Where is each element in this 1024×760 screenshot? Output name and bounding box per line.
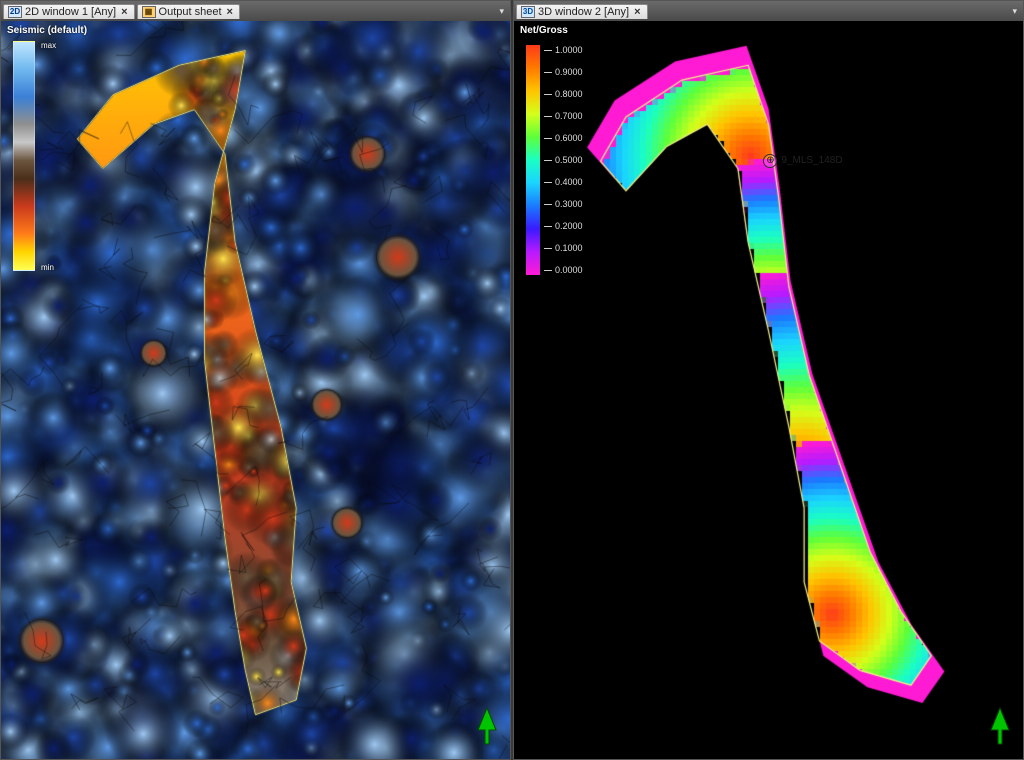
colorbar-netgross: 1.0000 0.9000 0.8000 0.7000 0.6000 0.5000 0.40… <box>526 45 583 275</box>
tab-label: 3D window 2 [Any] <box>538 6 629 18</box>
close-icon[interactable]: × <box>632 6 642 18</box>
colorbar-tick: 1.0000 <box>544 45 583 55</box>
netgross-map-canvas[interactable] <box>514 21 1023 759</box>
colorbar-bar <box>526 45 540 275</box>
tab-3d-window[interactable]: 3D 3D window 2 [Any] × <box>516 4 648 19</box>
close-icon[interactable]: × <box>119 6 129 18</box>
app-root: 2D 2D window 1 [Any] × ▦ Output sheet × … <box>0 0 1024 760</box>
close-icon[interactable]: × <box>225 6 235 18</box>
tab-badge-2d: 2D <box>8 6 22 18</box>
colorbar-tick: 0.6000 <box>544 133 583 143</box>
colorbar-min-label: min <box>41 263 54 272</box>
colorbar-tick: 0.9000 <box>544 67 583 77</box>
legend-title-seismic: Seismic (default) <box>7 25 87 36</box>
colorbar-max-label: max <box>41 41 56 50</box>
colorbar-seismic <box>13 41 35 271</box>
north-arrow-icon <box>987 706 1013 749</box>
colorbar-tick: 0.1000 <box>544 243 583 253</box>
north-arrow-icon <box>474 706 500 749</box>
viewport-2d[interactable]: Seismic (default) max min <box>1 21 510 759</box>
colorbar-ticks: 1.0000 0.9000 0.8000 0.7000 0.6000 0.5000 0.40… <box>544 45 583 275</box>
colorbar-tick: 0.2000 <box>544 221 583 231</box>
legend-title-netgross: Net/Gross <box>520 25 568 36</box>
tab-dropdown-icon[interactable]: ▾ <box>495 6 508 17</box>
tabbar-right: 3D 3D window 2 [Any] × ▾ <box>514 1 1023 21</box>
tabbar-left: 2D 2D window 1 [Any] × ▦ Output sheet × … <box>1 1 510 21</box>
panel-3d: 3D 3D window 2 [Any] × ▾ Net/Gross 1.000… <box>513 0 1024 760</box>
colorbar-tick: 0.8000 <box>544 89 583 99</box>
colorbar-tick: 0.7000 <box>544 111 583 121</box>
tab-badge-sheet: ▦ <box>142 6 156 18</box>
tab-dropdown-icon[interactable]: ▾ <box>1008 6 1021 17</box>
colorbar-tick: 0.0000 <box>544 265 583 275</box>
seismic-map-canvas[interactable] <box>1 21 510 759</box>
colorbar-tick: 0.3000 <box>544 199 583 209</box>
well-label: 9_MLS_148D <box>781 155 842 166</box>
viewport-3d[interactable]: Net/Gross 1.0000 0.9000 0.8000 0.7000 0.6000… <box>514 21 1023 759</box>
colorbar-tick: 0.5000 <box>544 155 583 165</box>
tab-output-sheet[interactable]: ▦ Output sheet × <box>137 4 240 19</box>
tab-2d-window[interactable]: 2D 2D window 1 [Any] × <box>3 4 135 19</box>
tab-label: Output sheet <box>159 6 222 18</box>
tab-badge-3d: 3D <box>521 6 535 18</box>
panel-2d: 2D 2D window 1 [Any] × ▦ Output sheet × … <box>0 0 511 760</box>
well-marker[interactable]: ⊕ 9_MLS_148D <box>763 154 842 168</box>
tab-label: 2D window 1 [Any] <box>25 6 116 18</box>
colorbar-tick: 0.4000 <box>544 177 583 187</box>
well-symbol-icon: ⊕ <box>763 154 777 168</box>
